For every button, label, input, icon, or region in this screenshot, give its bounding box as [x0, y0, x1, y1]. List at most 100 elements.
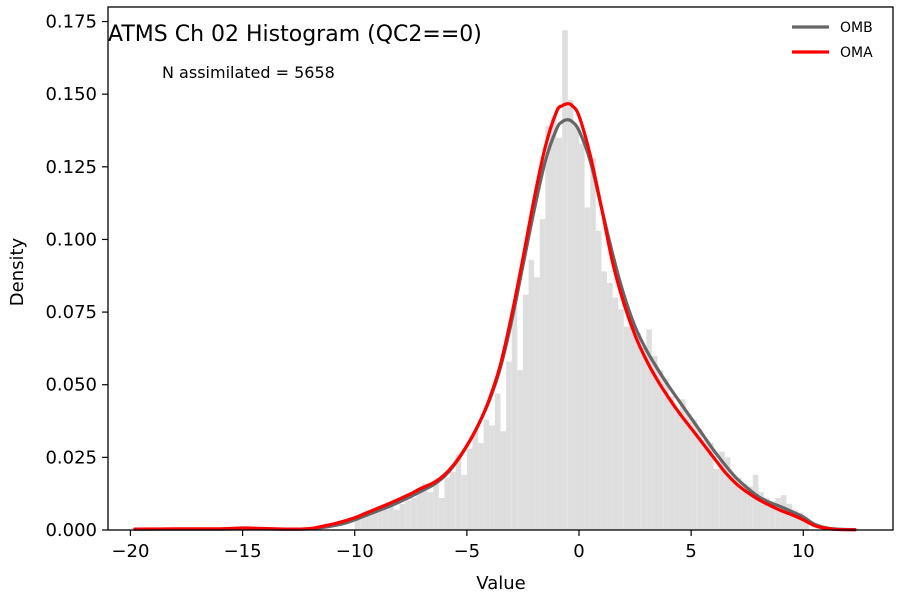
y-tick-label: 0.000 — [45, 520, 97, 541]
histogram-bar — [691, 419, 697, 530]
histogram-bar — [724, 457, 731, 530]
histogram-bar — [646, 329, 652, 530]
histogram-bar — [635, 332, 641, 530]
x-tick-label: −15 — [224, 541, 262, 562]
histogram-bar — [601, 271, 608, 530]
histogram-bar — [506, 361, 512, 530]
y-tick-label: 0.150 — [45, 84, 97, 105]
kde-lines — [133, 102, 857, 532]
y-tick-label: 0.125 — [45, 157, 97, 178]
histogram-bar — [438, 498, 445, 530]
histogram-bar — [388, 506, 394, 530]
x-axis-label: Value — [476, 573, 525, 594]
x-tick-label: −5 — [454, 541, 481, 562]
histogram-bar — [360, 515, 366, 530]
y-tick-label: 0.075 — [45, 302, 97, 323]
histogram-bar — [483, 419, 490, 530]
histogram-bar — [382, 509, 389, 530]
histogram-bar — [685, 413, 692, 530]
histogram-bar — [444, 477, 451, 530]
x-tick-label: −10 — [336, 541, 374, 562]
histogram-bar — [573, 126, 579, 530]
legend-label-oma: OMA — [840, 45, 873, 61]
histogram-bar — [371, 512, 378, 530]
histogram-bar — [752, 474, 759, 530]
histogram-bar — [550, 117, 557, 531]
histogram-bar — [567, 99, 574, 530]
histogram-bar — [640, 346, 647, 530]
histogram-bar — [657, 370, 664, 530]
histogram-bar — [433, 483, 439, 530]
histogram-bar — [707, 442, 714, 530]
legend-label-omb: OMB — [840, 20, 873, 36]
histogram-bar — [539, 219, 546, 530]
histogram-bar — [764, 498, 770, 530]
histogram-bar — [747, 486, 753, 530]
y-tick-label: 0.025 — [45, 447, 97, 468]
histogram-bar — [405, 500, 411, 530]
histogram-bar — [775, 498, 781, 530]
histogram-bar — [730, 474, 736, 530]
histogram-bars — [354, 30, 809, 531]
y-tick-label: 0.100 — [45, 229, 97, 250]
histogram-bar — [629, 320, 636, 530]
histogram-bar — [522, 294, 529, 530]
histogram-bar — [719, 451, 725, 530]
histogram-bar — [618, 309, 624, 530]
histogram-bar — [494, 393, 501, 530]
histogram-bar — [696, 428, 703, 530]
axes-frame — [107, 6, 894, 531]
histogram-bar — [758, 492, 765, 530]
histogram-bar — [736, 477, 742, 530]
histogram-bar — [584, 207, 591, 530]
histogram-bar — [528, 259, 535, 530]
histogram-bar — [472, 431, 479, 530]
n-assimilated-annotation: N assimilated = 5658 — [162, 63, 335, 82]
y-tick-label: 0.175 — [45, 12, 97, 33]
histogram-bar — [500, 431, 507, 530]
histogram-bar — [668, 396, 675, 530]
histogram-bar — [416, 489, 422, 530]
y-tick-label: 0.050 — [45, 375, 97, 396]
histogram-bar — [579, 143, 585, 531]
histogram-bar — [679, 399, 686, 530]
histogram-bar — [607, 283, 613, 530]
histogram-bar — [393, 509, 400, 530]
histogram-bar — [410, 498, 417, 530]
histogram-bar — [741, 483, 748, 530]
histogram-bar — [797, 512, 804, 530]
histogram-bar — [674, 410, 680, 530]
histogram-bar — [769, 500, 776, 530]
histogram-bar — [455, 454, 462, 530]
histogram-bar — [489, 425, 495, 530]
histogram-bar — [562, 30, 568, 530]
legend: OMB OMA — [792, 20, 873, 61]
chart-title: ATMS Ch 02 Histogram (QC2==0) — [108, 22, 482, 47]
histogram-bar — [466, 448, 473, 530]
histogram-bar — [590, 158, 596, 531]
histogram-bar — [517, 370, 523, 530]
series-line-omb — [133, 118, 857, 532]
histogram-bar — [803, 518, 809, 530]
histogram-bar — [595, 230, 602, 530]
histogram-bar — [702, 439, 708, 530]
histogram-bar — [651, 355, 658, 530]
x-tick-label: 10 — [792, 541, 815, 562]
histogram-bar — [713, 468, 720, 530]
x-tick-label: −20 — [111, 541, 149, 562]
histogram-bar — [663, 378, 669, 530]
histogram-bar — [623, 326, 630, 530]
histogram-bar — [556, 137, 563, 530]
y-axis-label: Density — [7, 237, 28, 306]
histogram-bar — [786, 503, 793, 530]
histogram-bar — [511, 306, 518, 530]
histogram-bar — [461, 474, 467, 530]
histogram-bar — [365, 515, 372, 530]
y-axis-ticks: 0.000 0.025 0.050 0.075 0.100 0.125 0.150 0.175 — [45, 12, 108, 541]
series-line-oma — [133, 102, 857, 532]
histogram-bar — [422, 483, 428, 530]
histogram-bar — [377, 509, 383, 530]
x-axis-ticks: −20 −15 −10 −5 0 5 10 — [111, 530, 815, 562]
x-tick-label: 0 — [573, 541, 584, 562]
